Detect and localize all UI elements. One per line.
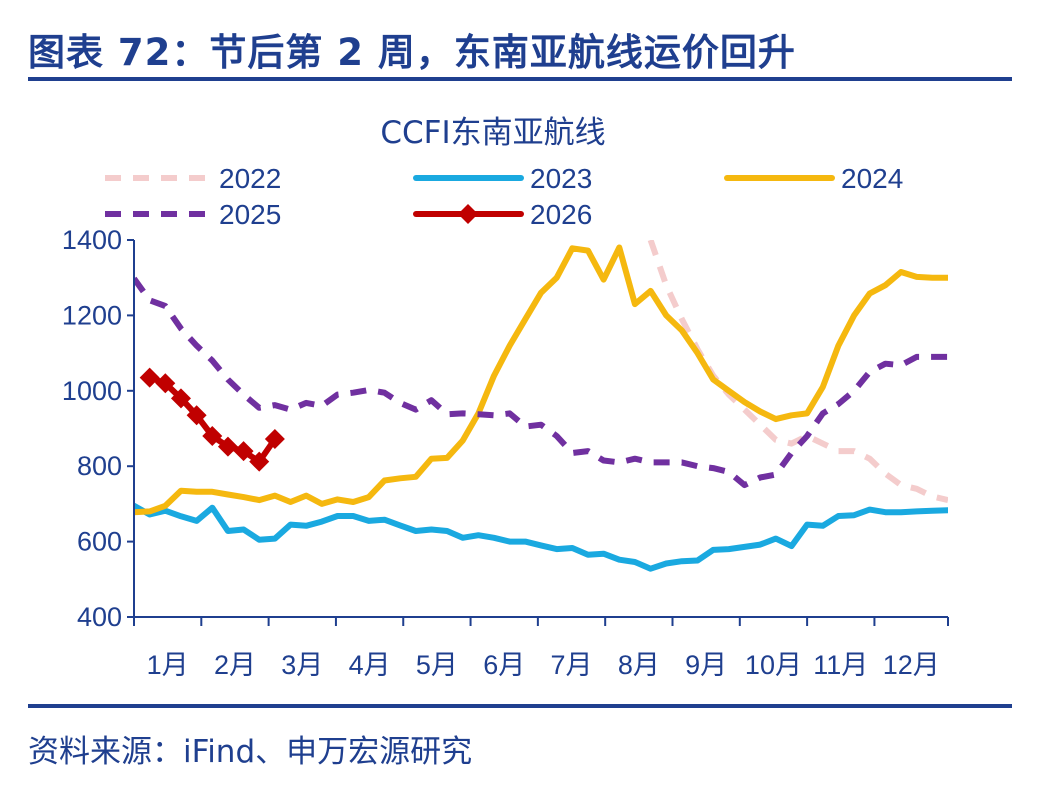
x-tick-label: 2月 <box>214 650 256 680</box>
x-tick-label: 9月 <box>685 650 727 680</box>
x-tick-label: 5月 <box>416 650 458 680</box>
series-marker-2026 <box>139 367 160 388</box>
series-marker-2026 <box>202 426 223 447</box>
legend-label-2026: 2026 <box>530 199 592 230</box>
figure-title: 图表 72：节后第 2 周，东南亚航线运价回升 <box>28 31 796 74</box>
y-tick-label: 1000 <box>62 376 122 406</box>
series-marker-2026 <box>249 451 270 472</box>
x-tick-label: 1月 <box>147 650 189 680</box>
legend: 2022 2023 2024 2025 2026 <box>105 163 903 230</box>
x-tick-label: 6月 <box>483 650 525 680</box>
legend-label-2022: 2022 <box>219 163 281 194</box>
legend-label-2025: 2025 <box>219 199 281 230</box>
series-marker-2026 <box>264 429 285 450</box>
x-tick-label: 12月 <box>883 650 940 680</box>
series-marker-2026 <box>233 441 254 462</box>
x-tick-label: 4月 <box>349 650 391 680</box>
legend-marker-2026 <box>458 204 478 224</box>
axes-layer: 400 600 800 1000 1200 1400 1月 2月 3月 4月 5月 6月 7月 8月 9月 1… <box>62 225 949 680</box>
title-divider <box>28 77 1012 81</box>
y-tick-label: 400 <box>77 602 122 632</box>
x-tick-label: 7月 <box>551 650 593 680</box>
y-tick-label: 800 <box>77 451 122 481</box>
series-marker-2026 <box>186 405 207 426</box>
series-line-2025 <box>134 276 948 489</box>
series-marker-2026 <box>155 373 176 394</box>
series-line-2022 <box>647 240 948 504</box>
source-note: 资料来源：iFind、申万宏源研究 <box>28 734 473 770</box>
legend-label-2024: 2024 <box>841 163 903 194</box>
series-marker-2026 <box>170 388 191 409</box>
y-tick-label: 600 <box>77 527 122 557</box>
series-line-2024 <box>134 244 948 516</box>
series-line-2023 <box>134 502 948 572</box>
series-line-2026 <box>146 374 278 465</box>
series-layer <box>134 240 948 572</box>
source-divider <box>28 704 1012 708</box>
x-tick-label: 3月 <box>281 650 323 680</box>
legend-label-2023: 2023 <box>530 163 592 194</box>
plot-area: 400 600 800 1000 1200 1400 1月 2月 3月 4月 5月 6月 7月 8月 9月 1… <box>62 225 949 680</box>
series-marker-2026 <box>217 436 238 457</box>
x-tick-label: 11月 <box>813 650 868 680</box>
y-tick-label: 1400 <box>62 225 122 255</box>
chart-title: CCFI东南亚航线 <box>380 115 605 151</box>
x-tick-label: 8月 <box>618 650 660 680</box>
y-tick-label: 1200 <box>62 300 122 330</box>
x-tick-label: 10月 <box>745 650 802 680</box>
